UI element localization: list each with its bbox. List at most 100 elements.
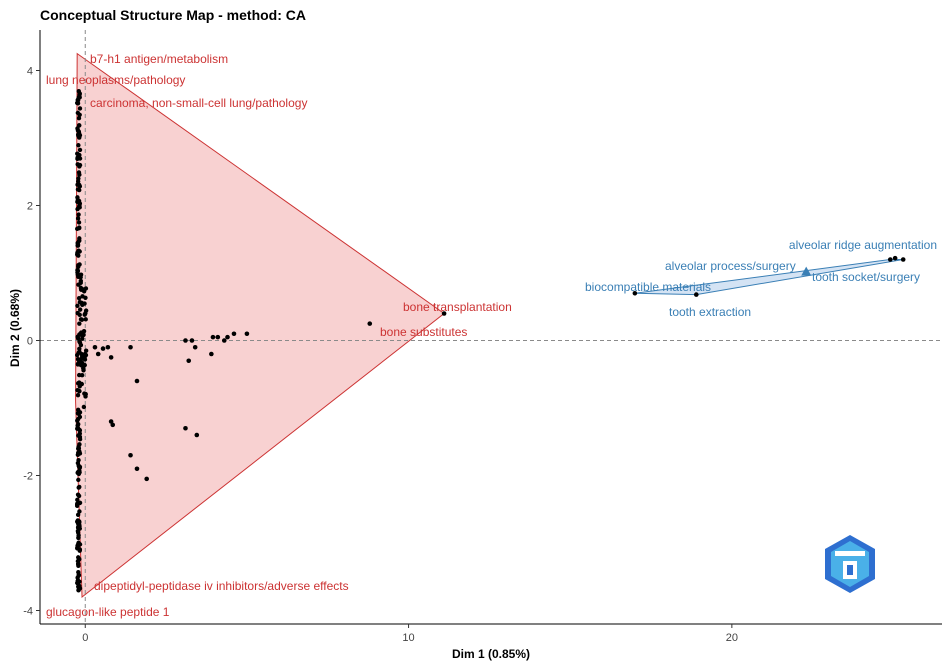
term-point: [76, 274, 81, 280]
term-label: bone substitutes: [380, 325, 467, 339]
term-point: [75, 558, 81, 564]
term-point: [77, 300, 83, 305]
term-point: [75, 179, 81, 184]
term-point: [75, 252, 80, 257]
term-point: [189, 338, 195, 343]
term-point: [76, 380, 82, 385]
y-axis-title: Dim 2 (0.68%): [8, 289, 22, 367]
logo: [825, 535, 875, 593]
term-point: [77, 172, 82, 177]
term-point: [244, 331, 250, 337]
term-point: [900, 257, 906, 262]
term-point: [183, 425, 188, 431]
term-point: [192, 344, 198, 350]
term-point: [76, 295, 82, 301]
term-point: [75, 216, 81, 221]
x-axis-title: Dim 1 (0.85%): [452, 647, 530, 661]
term-point: [693, 292, 699, 297]
term-point: [134, 466, 140, 472]
term-label: alveolar ridge augmentation: [789, 238, 937, 252]
term-point: [82, 351, 88, 357]
term-label: alveolar process/surgery: [665, 259, 796, 273]
term-point: [76, 143, 81, 148]
term-label: b7-h1 antigen/metabolism: [90, 52, 228, 66]
term-point: [209, 351, 214, 357]
term-point: [75, 357, 81, 362]
y-tick-label: -4: [23, 606, 33, 618]
plot-area: b7-h1 antigen/metabolism lung neoplasms/p…: [40, 30, 942, 624]
term-point: [82, 391, 87, 396]
y-tick-label: 4: [27, 66, 33, 78]
term-point: [81, 289, 87, 294]
term-point: [441, 311, 447, 316]
term-point: [75, 310, 80, 316]
term-point: [79, 333, 85, 338]
term-point: [367, 321, 373, 326]
term-point: [77, 205, 82, 210]
term-point: [77, 586, 83, 591]
term-point: [75, 580, 80, 586]
term-point: [221, 338, 227, 343]
x-axis-ticks: 0 10 20: [82, 624, 738, 644]
term-point: [76, 540, 81, 545]
term-point: [76, 135, 82, 140]
term-point: [77, 238, 82, 243]
x-tick-label: 20: [726, 632, 738, 644]
term-point: [81, 368, 86, 373]
term-point: [75, 110, 81, 116]
term-point: [128, 452, 133, 458]
term-point: [76, 572, 82, 578]
term-point: [76, 220, 82, 225]
term-point: [134, 378, 140, 384]
term-point: [80, 294, 85, 299]
term-point: [231, 331, 237, 337]
term-point: [76, 187, 82, 193]
logo-banner: [835, 551, 865, 556]
term-label: dipeptidyl-peptidase iv inhibitors/adver…: [94, 579, 349, 593]
term-point: [79, 317, 85, 322]
term-point: [75, 393, 81, 398]
term-point: [75, 335, 81, 341]
term-point: [76, 263, 81, 268]
cluster-1-hull: [75, 52, 445, 599]
term-label: lung neoplasms/pathology: [46, 73, 185, 87]
term-point: [77, 340, 83, 345]
y-tick-label: 0: [27, 336, 33, 348]
term-point: [225, 334, 230, 340]
term-point: [76, 433, 81, 438]
term-point: [75, 525, 81, 530]
term-point: [77, 321, 82, 326]
term-point: [186, 358, 192, 364]
term-point: [75, 242, 81, 247]
y-axis-ticks: -4 -2 0 2 4: [23, 66, 40, 618]
term-point: [77, 388, 82, 394]
cluster-2-centroid: [801, 266, 812, 276]
term-point: [83, 317, 88, 322]
term-label: carcinoma, non-small-cell lung/pathology: [90, 96, 307, 110]
term-point: [79, 360, 85, 366]
x-tick-label: 0: [82, 632, 88, 644]
x-tick-label: 10: [402, 632, 414, 644]
term-point: [75, 268, 81, 274]
term-point: [108, 355, 114, 360]
term-point: [77, 464, 82, 470]
term-point: [82, 301, 87, 306]
term-point: [76, 493, 82, 499]
term-point: [144, 476, 149, 482]
term-point: [887, 257, 893, 262]
term-point: [76, 446, 82, 451]
term-point: [75, 416, 81, 422]
term-point: [74, 100, 80, 106]
term-point: [75, 512, 81, 517]
term-point: [95, 351, 101, 357]
term-point: [77, 500, 82, 506]
term-point: [76, 123, 82, 128]
term-point: [75, 521, 81, 526]
term-point: [92, 344, 98, 350]
term-point: [77, 307, 83, 312]
term-point: [77, 152, 82, 158]
term-point: [77, 182, 82, 188]
term-label: tooth socket/surgery: [812, 270, 920, 284]
term-point: [183, 338, 188, 343]
